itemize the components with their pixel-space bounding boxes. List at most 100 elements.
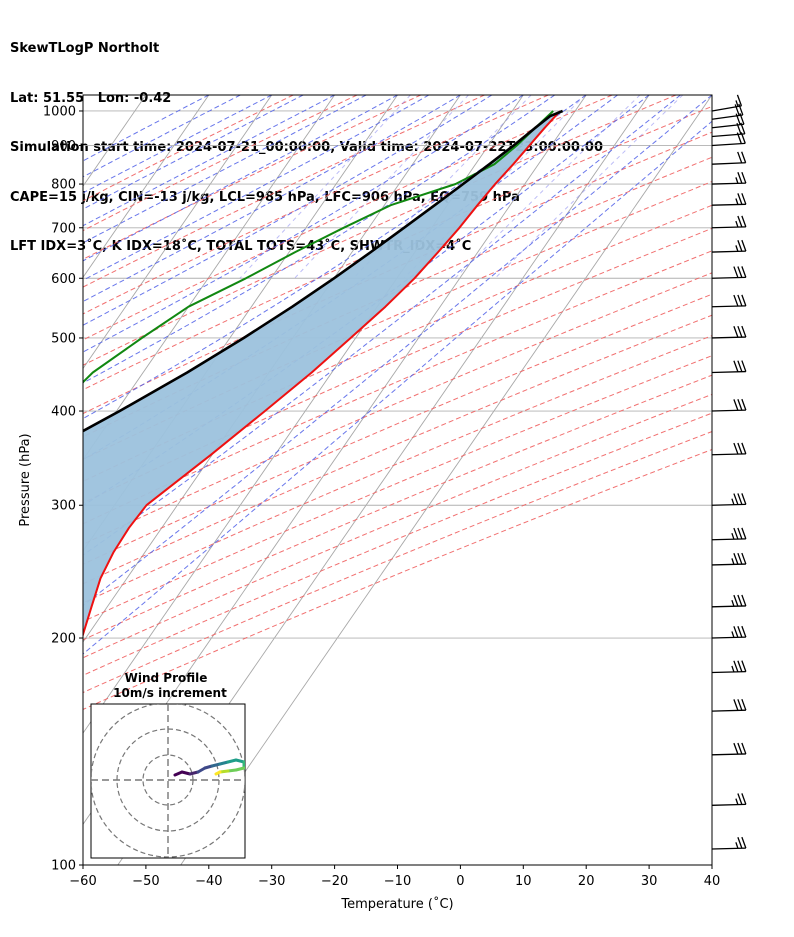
- wind-barb-flag: [733, 660, 739, 673]
- wind-barb-shaft: [711, 538, 746, 541]
- moist-adiabat-line: [83, 95, 587, 420]
- wind-barb-flag: [741, 239, 747, 252]
- temperature-profile-line: [83, 110, 561, 638]
- wind-barb: [711, 398, 747, 412]
- wind-barb-shaft: [711, 250, 746, 253]
- wind-barb-flag: [741, 398, 747, 411]
- wind-barb: [711, 266, 747, 279]
- wind-barb-flag: [740, 132, 746, 144]
- wind-barb-shaft: [711, 162, 746, 165]
- wind-barb-flag: [733, 553, 739, 565]
- wind-barb-half-flag: [735, 798, 739, 805]
- wind-barb-flag: [737, 151, 743, 164]
- wind-barb-flag: [733, 699, 739, 711]
- wind-barb-flag: [733, 360, 739, 373]
- mixing-ratio-line: [352, 95, 532, 279]
- hodograph-ring: [91, 704, 245, 858]
- wind-barb-flag: [741, 552, 747, 565]
- x-tick-label: 40: [704, 874, 721, 889]
- wind-barb-flag: [741, 193, 747, 205]
- wind-barb: [711, 660, 747, 674]
- wind-barb-shaft: [711, 276, 746, 279]
- dry-adiabat-line: [83, 374, 712, 641]
- wind-barb-flag: [733, 626, 739, 638]
- isotherm-line: [180, 95, 712, 865]
- inset-clipped: [91, 704, 245, 858]
- wind-barb: [711, 113, 745, 129]
- wind-barb-flag: [737, 793, 743, 805]
- special-isotherm-line: [0, 95, 74, 865]
- wind-barb-shaft: [711, 605, 746, 608]
- wind-barb-flag: [733, 742, 739, 755]
- wind-barb-flag: [741, 793, 747, 805]
- wind-barb-half-flag: [731, 558, 735, 565]
- wind-barb: [711, 442, 747, 456]
- dry-adiabat-line: [83, 156, 712, 438]
- hodograph-segment: [214, 770, 222, 776]
- wind-barb-flag: [741, 442, 747, 455]
- moist-adiabat-line: [83, 95, 556, 384]
- wind-barb: [711, 836, 747, 850]
- x-tick-label: 30: [641, 874, 658, 889]
- wind-barb-flag: [741, 493, 747, 505]
- wind-barb-flag: [733, 527, 739, 540]
- wind-barb-shaft: [711, 226, 746, 229]
- x-tick-label: 0: [456, 874, 464, 889]
- wind-barb-flag: [733, 266, 739, 278]
- wind-barb-flag: [737, 240, 743, 252]
- dry-adiabat-line: [83, 95, 549, 315]
- wind-barb-shaft: [711, 123, 745, 129]
- mixing-ratio-line: [239, 95, 411, 279]
- wind-barb-flag: [737, 360, 743, 372]
- wind-barb-flag: [733, 493, 739, 505]
- wind-barb-flag: [734, 104, 740, 116]
- x-axis-label: Temperature (˚C): [340, 896, 453, 912]
- cape-shaded-area: [83, 111, 563, 635]
- wind-barb-flag: [737, 660, 743, 672]
- isotherm-line: [83, 95, 461, 643]
- y-tick-label: 900: [51, 139, 76, 154]
- wind-barb-half-flag: [735, 198, 739, 205]
- wind-barb: [711, 698, 747, 712]
- wind-barb-flag: [735, 113, 741, 125]
- y-tick-label: 200: [51, 632, 76, 647]
- wind-barb-flag: [738, 103, 744, 116]
- wind-barb-flag: [737, 527, 743, 540]
- wind-barb-flag: [737, 594, 743, 607]
- wind-barb: [711, 151, 747, 165]
- x-tick-label: −40: [195, 874, 222, 889]
- mixing-ratio-line: [294, 95, 469, 279]
- wind-barb-flag: [733, 326, 739, 338]
- wind-barb-shaft: [711, 142, 746, 147]
- wind-barb-half-flag: [731, 631, 735, 638]
- x-tick-label: 10: [515, 874, 532, 889]
- wind-barb-flag: [741, 266, 747, 278]
- wind-barb-half-flag: [735, 220, 739, 228]
- wind-barb-shaft: [711, 133, 745, 138]
- wind-barb-flag: [737, 215, 743, 228]
- wind-barb: [711, 493, 747, 506]
- inset-title: Wind Profile: [125, 671, 208, 685]
- wind-barb-flag: [741, 527, 747, 540]
- wind-barb-shaft: [711, 409, 746, 412]
- wind-barb: [711, 594, 747, 608]
- moist-adiabat-line: [83, 95, 398, 262]
- wind-barb: [711, 132, 746, 147]
- x-tick-label: −60: [69, 874, 96, 889]
- wind-barb-flag: [741, 836, 747, 849]
- dry-adiabat-line: [83, 131, 712, 415]
- wind-barb: [711, 742, 747, 756]
- wind-barb-shaft: [711, 847, 746, 850]
- wind-barb: [711, 552, 747, 566]
- wind-barb-half-flag: [731, 665, 735, 673]
- wind-barb-shaft: [711, 636, 746, 639]
- wind-barb-flag: [737, 552, 743, 565]
- wind-barb-half-flag: [735, 177, 739, 184]
- wind-barb-flag: [737, 172, 743, 184]
- wind-barb: [711, 215, 747, 229]
- moist-adiabat-line: [83, 95, 712, 607]
- isotherm-line: [83, 95, 210, 279]
- x-tick-label: −50: [132, 874, 159, 889]
- dry-adiabat-line: [83, 393, 712, 659]
